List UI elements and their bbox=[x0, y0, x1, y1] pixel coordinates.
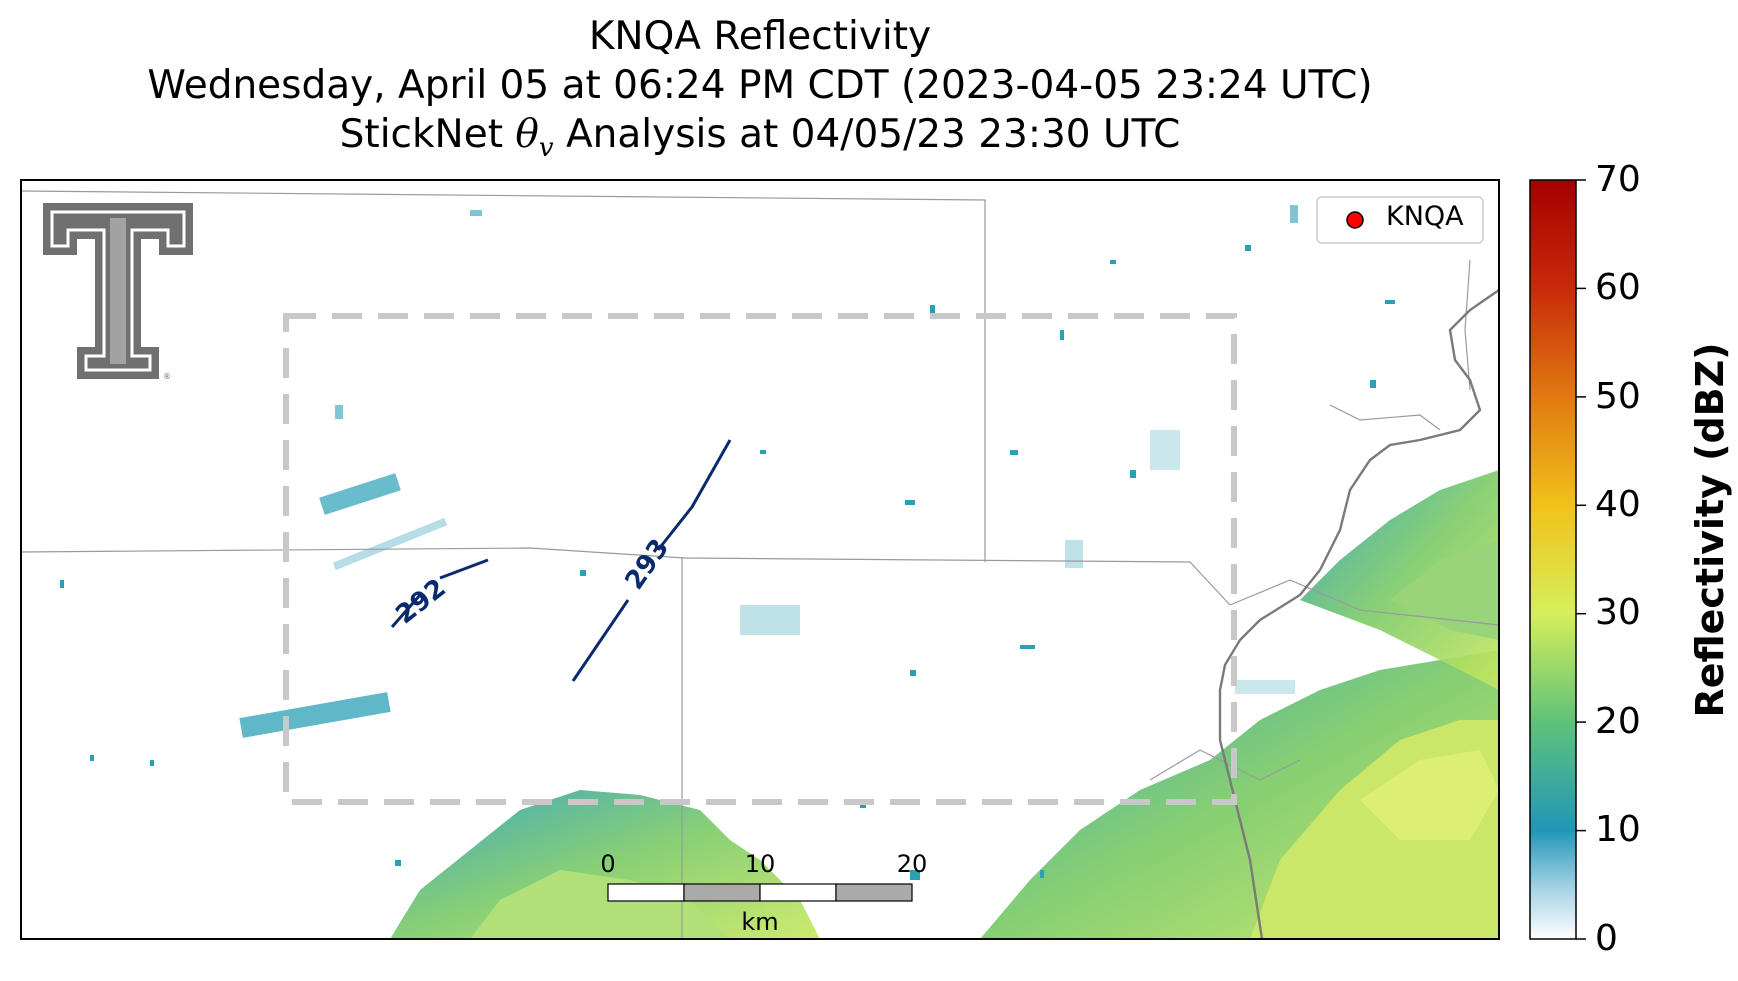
river-boundary bbox=[1218, 289, 1499, 939]
scale-unit: km bbox=[741, 908, 779, 936]
contour-293 bbox=[571, 439, 732, 682]
colorbar-tick-label: 70 bbox=[1595, 159, 1641, 200]
colorbar bbox=[1529, 179, 1577, 940]
political-boundaries bbox=[21, 190, 1499, 939]
legend-label-knqa: KNQA bbox=[1386, 201, 1464, 232]
map-frame bbox=[20, 179, 1500, 940]
title-line-2: Wednesday, April 05 at 06:24 PM CDT (202… bbox=[147, 63, 1373, 108]
figure-title: KNQA Reflectivity Wednesday, April 05 at… bbox=[20, 12, 1500, 173]
legend-box bbox=[1316, 196, 1484, 244]
scale-bar bbox=[607, 883, 913, 902]
colorbar-tick-label: 40 bbox=[1595, 484, 1641, 525]
logo-registered-mark: ® bbox=[163, 372, 171, 381]
colorbar-ticks bbox=[1576, 179, 1586, 940]
scale-tick-10: 10 bbox=[744, 850, 776, 878]
contour-292 bbox=[390, 558, 489, 628]
scale-tick-20: 20 bbox=[896, 850, 928, 878]
title-line-3: StickNet θv Analysis at 04/05/23 23:30 U… bbox=[339, 112, 1181, 163]
scale-tick-0: 0 bbox=[600, 850, 616, 878]
knqa-marker-icon bbox=[1346, 211, 1364, 229]
echo-region-right bbox=[1300, 470, 1499, 690]
contour-lines bbox=[390, 439, 732, 682]
echo-region-bottom-left bbox=[390, 790, 820, 939]
colorbar-tick-label: 60 bbox=[1595, 267, 1641, 308]
colorbar-tick-label: 10 bbox=[1595, 809, 1641, 850]
colorbar-tick-label: 30 bbox=[1595, 592, 1641, 633]
colorbar-tick-label: 0 bbox=[1595, 918, 1618, 959]
title-line-1: KNQA Reflectivity bbox=[588, 14, 932, 59]
analysis-domain-box bbox=[283, 313, 1237, 805]
colorbar-label: Reflectivity (dBZ) bbox=[1688, 342, 1732, 718]
colorbar-tick-label: 20 bbox=[1595, 701, 1641, 742]
texas-tech-logo bbox=[41, 201, 195, 381]
echo-region-bottom-right bbox=[980, 650, 1499, 939]
colorbar-tick-label: 50 bbox=[1595, 376, 1641, 417]
scattered-echoes bbox=[60, 205, 1395, 880]
